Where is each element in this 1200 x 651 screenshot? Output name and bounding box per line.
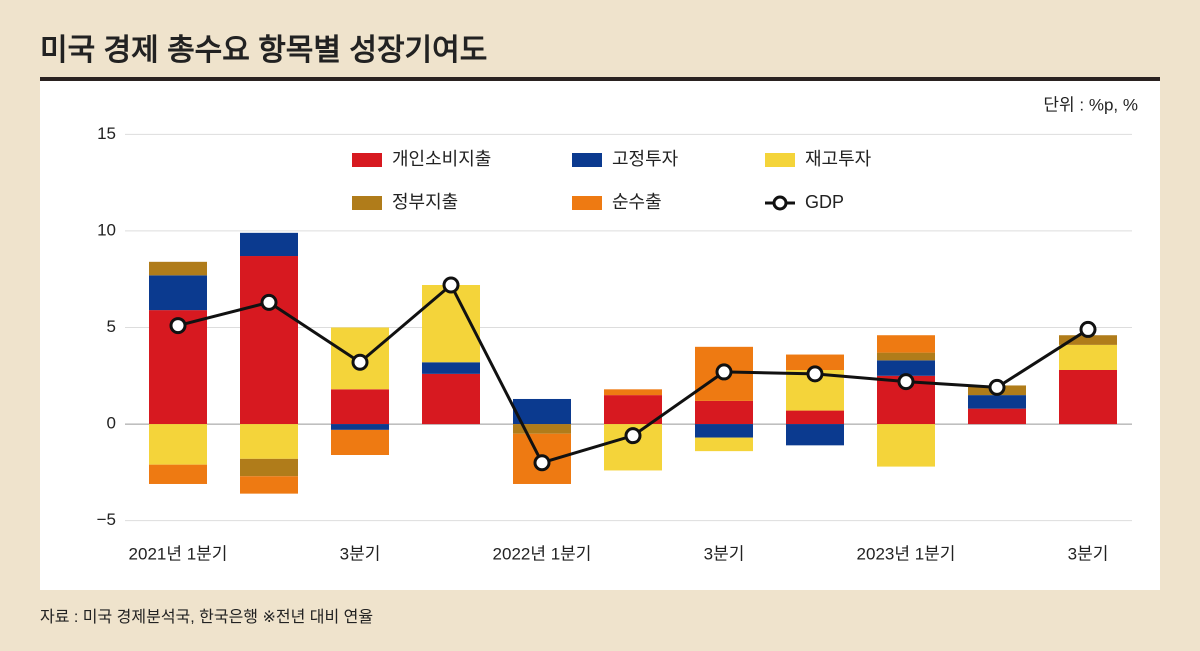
x-tick-label: 2023년 1분기 — [857, 544, 956, 563]
bar-segment — [149, 261, 207, 276]
x-tick-label: 3분기 — [340, 544, 381, 563]
bar-segment — [695, 437, 753, 452]
bar-segment — [1059, 370, 1117, 425]
x-tick-label: 3분기 — [704, 544, 745, 563]
gdp-point — [260, 293, 278, 311]
bar-segment — [786, 410, 844, 425]
bar-segment — [877, 352, 935, 361]
legend-label: 정부지출 — [392, 192, 458, 212]
bar-segment — [331, 424, 389, 430]
bar-segment — [240, 476, 298, 494]
y-tick-label: 15 — [97, 124, 116, 143]
gdp-point — [1079, 320, 1097, 338]
legend-swatch — [572, 153, 602, 167]
title-rule — [40, 77, 1160, 81]
legend-label: 개인소비지출 — [392, 149, 491, 169]
bar-segment — [1059, 335, 1117, 345]
chart-title: 미국 경제 총수요 항목별 성장기여도 — [40, 34, 487, 67]
bar-segment — [968, 408, 1026, 425]
legend-label: 고정투자 — [612, 149, 679, 169]
x-tick-label: 2022년 1분기 — [493, 544, 592, 563]
bar-segment — [513, 424, 571, 434]
bar-segment — [513, 398, 571, 425]
bar-segment — [422, 362, 480, 374]
bar-segment — [968, 395, 1026, 409]
y-tick-label: 5 — [107, 317, 116, 336]
unit-label: 단위 : %p, % — [1043, 95, 1138, 114]
bar-segment — [149, 424, 207, 465]
legend-swatch — [572, 196, 602, 210]
bar-segment — [240, 256, 298, 425]
gdp-point — [715, 363, 733, 381]
bar-segment — [331, 389, 389, 425]
gdp-point — [351, 353, 369, 371]
bar-segment — [149, 464, 207, 484]
legend-label: 재고투자 — [805, 149, 872, 169]
bar-segment — [1059, 344, 1117, 370]
x-tick-label: 2021년 1분기 — [129, 544, 228, 563]
bar-segment — [422, 373, 480, 425]
bar-segment — [240, 424, 298, 459]
gdp-point — [897, 373, 915, 391]
bar-segment — [786, 424, 844, 446]
y-tick-label: 0 — [107, 414, 116, 433]
bar-segment — [240, 458, 298, 477]
legend-label: GDP — [805, 192, 844, 212]
legend-swatch — [772, 195, 788, 211]
gdp-point — [533, 454, 551, 472]
bar-segment — [877, 335, 935, 353]
y-tick-label: 10 — [97, 220, 116, 239]
bar-segment — [695, 400, 753, 425]
bar-segment — [240, 232, 298, 257]
bar-segment — [877, 424, 935, 467]
gdp-point — [624, 427, 642, 445]
source: 자료 : 미국 경제분석국, 한국은행 ※전년 대비 연율 — [40, 608, 373, 626]
legend-swatch — [352, 153, 382, 167]
legend-label: 순수출 — [612, 192, 662, 212]
bar-segment — [604, 389, 662, 396]
bar-segment — [877, 360, 935, 376]
bar-segment — [331, 429, 389, 455]
gdp-point — [169, 317, 187, 335]
bar-segment — [695, 424, 753, 438]
gdp-point — [988, 378, 1006, 396]
bar-segment — [149, 275, 207, 311]
legend-swatch — [352, 196, 382, 210]
x-tick-label: 3분기 — [1068, 544, 1109, 563]
bar-segment — [604, 395, 662, 425]
y-tick-label: −5 — [97, 510, 116, 529]
bar-segment — [786, 354, 844, 370]
gdp-point — [806, 365, 824, 383]
legend-swatch — [765, 153, 795, 167]
gdp-point — [442, 276, 460, 294]
